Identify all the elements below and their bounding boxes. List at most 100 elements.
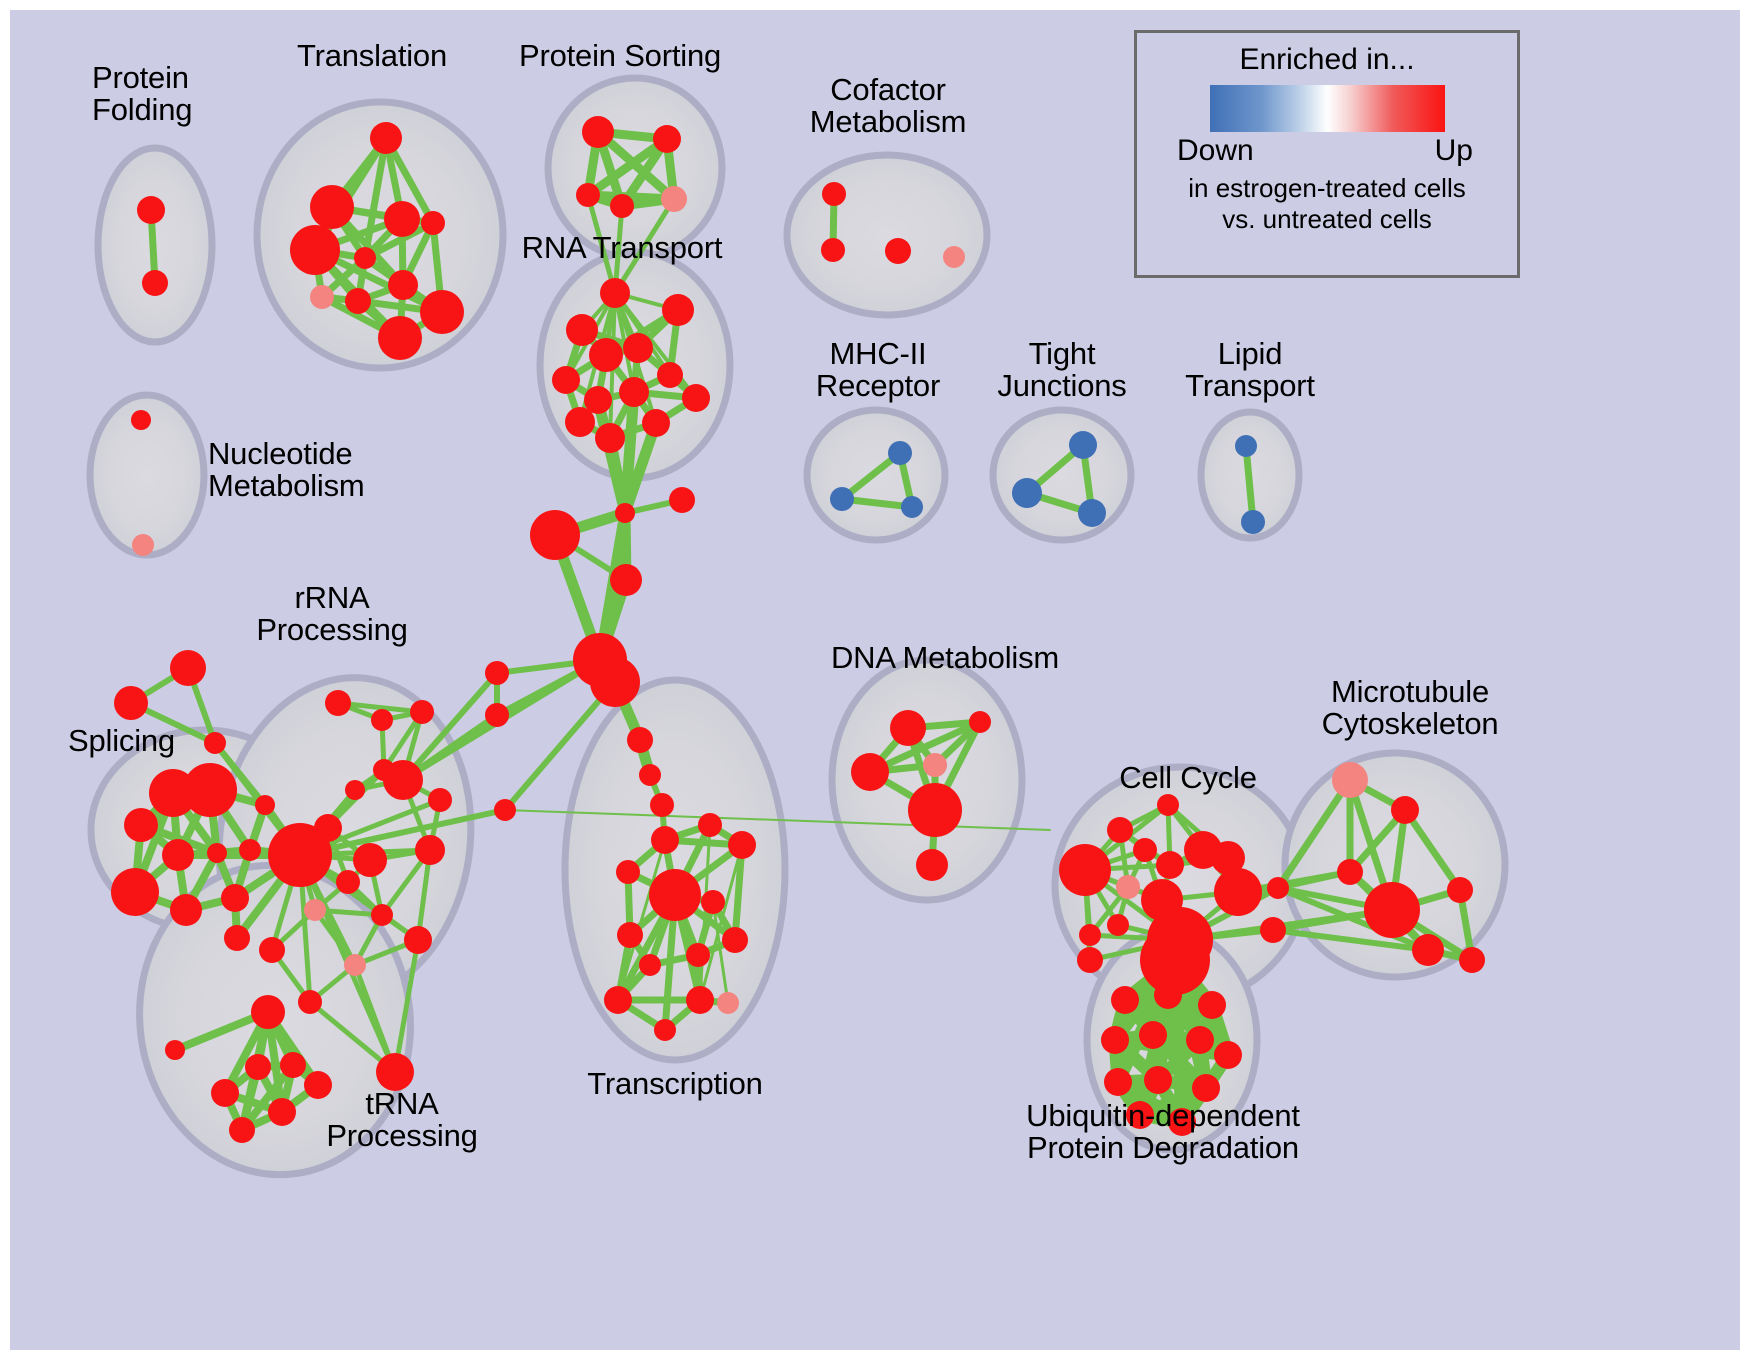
node [582,116,614,148]
node [1126,1101,1154,1129]
edge [619,386,640,519]
label-cell-cycle: Cell Cycle [1119,760,1257,795]
node [298,990,322,1014]
node [1140,925,1210,995]
node [170,894,202,926]
node [388,270,418,300]
label-rna-transport: RNA Transport [521,230,723,265]
node [1235,435,1257,457]
node [623,333,653,363]
node [901,496,923,518]
label-protein-folding: Protein Folding [92,60,193,128]
node [851,753,889,791]
node [371,904,393,926]
node [627,727,653,753]
node [1059,844,1111,896]
network-graph-svg [86,74,1509,1179]
edge [502,679,618,813]
edge [583,134,672,200]
node [1154,981,1182,1009]
legend-title: Enriched in... [1239,43,1415,76]
label-mhc-ii-receptor: MHC-II Receptor [815,336,941,404]
node [370,122,402,154]
edge [335,700,425,715]
node [651,826,679,854]
legend-subtitle-line1: in estrogen-treated cells [1188,173,1466,203]
node [1139,1021,1167,1049]
node [421,211,445,235]
node [600,278,630,308]
node [494,799,516,821]
node [686,943,710,967]
label-transcription: Transcription [587,1066,763,1101]
node [661,186,687,212]
node [1069,431,1097,459]
node [669,487,695,513]
edge [1401,806,1464,894]
node [132,534,154,556]
node [1133,838,1157,862]
node [576,183,600,207]
node [1214,868,1262,916]
node [353,843,387,877]
node [595,423,625,453]
node [124,808,158,842]
node [485,703,509,727]
node [830,487,854,511]
node [1111,986,1139,1014]
node [530,510,580,560]
node [304,899,326,921]
node [943,246,965,268]
node [1447,877,1473,903]
node [1107,817,1133,843]
label-dna-metabolism: DNA Metabolism [830,640,1060,675]
node [221,884,249,912]
node [615,503,635,523]
node [639,764,661,786]
edge [1108,1033,1235,1062]
node [304,1071,332,1099]
node [268,823,332,887]
node [916,849,948,881]
edge [1177,907,1395,943]
legend-color-gradient-bar [1209,85,1445,132]
label-nucleotide-metabolism: Nucleotide Metabolism [208,436,365,504]
node [1144,1066,1172,1094]
node [1168,1108,1196,1136]
node [1104,1068,1132,1096]
label-cofactor-metabolism: Cofactor Metabolism [809,72,967,140]
edge [1274,776,1354,892]
node [245,1054,271,1080]
hull-cofactor [783,151,991,319]
label-microtubule-cytoskeleton: Microtubule Cytoskeleton [1321,674,1499,742]
node [383,760,423,800]
network-nodes [111,116,1485,1143]
node [354,247,376,269]
node [310,285,334,309]
node [1192,1074,1220,1102]
edge [613,291,698,400]
node [617,922,643,948]
node [923,753,947,777]
edge [361,219,437,262]
node [1337,859,1363,885]
label-trna-processing: tRNA Processing [326,1086,478,1154]
node [552,366,580,394]
node [310,185,354,229]
node [650,793,674,817]
node [717,992,739,1014]
legend-low-label: Down [1177,134,1254,167]
node [131,410,151,430]
node [890,710,926,746]
node [1186,1026,1214,1054]
node [682,384,710,412]
node [728,831,756,859]
edge [400,670,500,783]
node [345,780,365,800]
node [1012,478,1042,508]
node [344,954,366,976]
node [1391,796,1419,824]
node [686,986,714,1014]
edge [866,718,984,776]
edge [382,134,437,227]
